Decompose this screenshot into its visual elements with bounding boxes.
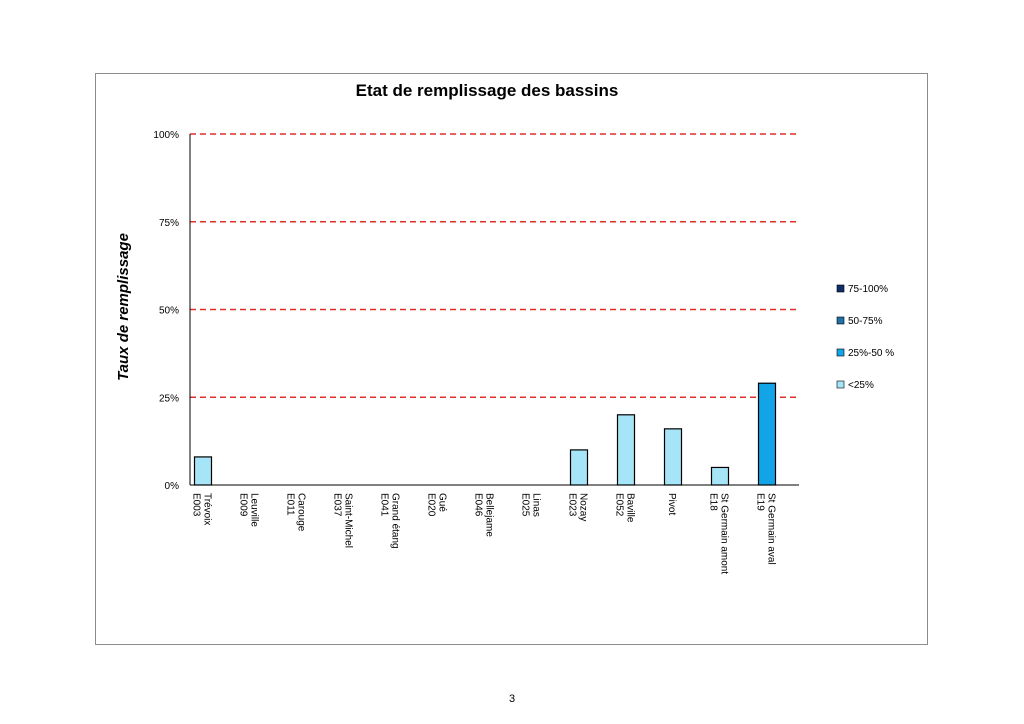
y-tick-label: 100% <box>153 130 179 141</box>
y-tick-label: 50% <box>159 306 179 317</box>
x-tick-label-line: E052 <box>614 493 625 517</box>
x-tick-label-line: E023 <box>567 493 578 517</box>
x-tick-label-line: E011 <box>285 493 296 516</box>
x-tick-label-line: E037 <box>332 493 343 517</box>
bar <box>569 449 589 486</box>
x-tick-label-line: E009 <box>238 493 249 517</box>
chart-title: Etat de remplissage des bassins <box>356 81 619 100</box>
legend-label: <25% <box>848 380 874 391</box>
legend-swatch <box>836 316 845 325</box>
x-tick-label-line: St Germain amont <box>719 493 730 574</box>
y-tick-label: 25% <box>159 393 179 404</box>
x-tick-label-line: Linas <box>531 493 542 517</box>
x-tick-label-line: Pivot <box>666 493 677 515</box>
x-tick-label-line: E046 <box>473 493 484 517</box>
axes <box>189 134 799 486</box>
x-tick-label-line: Bellejame <box>484 493 495 537</box>
y-axis-label: Taux de remplissage <box>115 233 132 381</box>
x-tick-label-line: Carouge <box>296 493 307 532</box>
reference-lines <box>190 133 799 399</box>
bar <box>193 456 213 486</box>
legend-label: 25%-50 % <box>848 348 894 359</box>
x-tick-label-line: Nozay <box>578 493 589 521</box>
x-tick-label-line: E025 <box>520 493 531 517</box>
x-tick-label-line: Saint-Michel <box>343 493 354 548</box>
x-tick-label-line: E19 <box>755 493 766 511</box>
y-axis-ticks: 0% 25% 50% 75% 100% <box>153 130 179 492</box>
legend-label: 50-75% <box>848 316 883 327</box>
x-tick-label-line: Leuville <box>249 493 260 527</box>
x-tick-label-line: E041 <box>379 493 390 517</box>
y-tick-label: 75% <box>159 218 179 229</box>
x-tick-label-line: E003 <box>191 493 202 517</box>
legend-swatch <box>836 348 845 357</box>
legend: 75-100% 50-75% 25%-50 % <25% <box>836 284 894 391</box>
x-tick-label-line: St Germain aval <box>766 493 777 565</box>
x-tick-label-line: E020 <box>426 493 437 517</box>
legend-swatch <box>836 380 845 389</box>
x-tick-label-line: Gué <box>437 493 448 512</box>
x-tick-label: Pivot <box>666 493 677 515</box>
bar <box>616 414 636 486</box>
bar <box>757 382 777 486</box>
bars <box>193 382 777 486</box>
bar <box>710 466 730 486</box>
x-tick-label-line: Grand étang <box>390 493 401 549</box>
x-tick-label-line: Baville <box>625 493 636 523</box>
x-tick-label-line: Trévoix <box>202 493 213 525</box>
page-number: 3 <box>508 693 516 705</box>
legend-label: 75-100% <box>848 284 888 295</box>
x-tick-label-line: E18 <box>708 493 719 511</box>
bar <box>663 428 683 486</box>
legend-swatch <box>836 284 845 293</box>
chart-frame: Etat de remplissage des bassins Taux de … <box>95 73 928 645</box>
y-tick-label: 0% <box>165 481 180 492</box>
chart: Etat de remplissage des bassins Taux de … <box>115 81 894 574</box>
